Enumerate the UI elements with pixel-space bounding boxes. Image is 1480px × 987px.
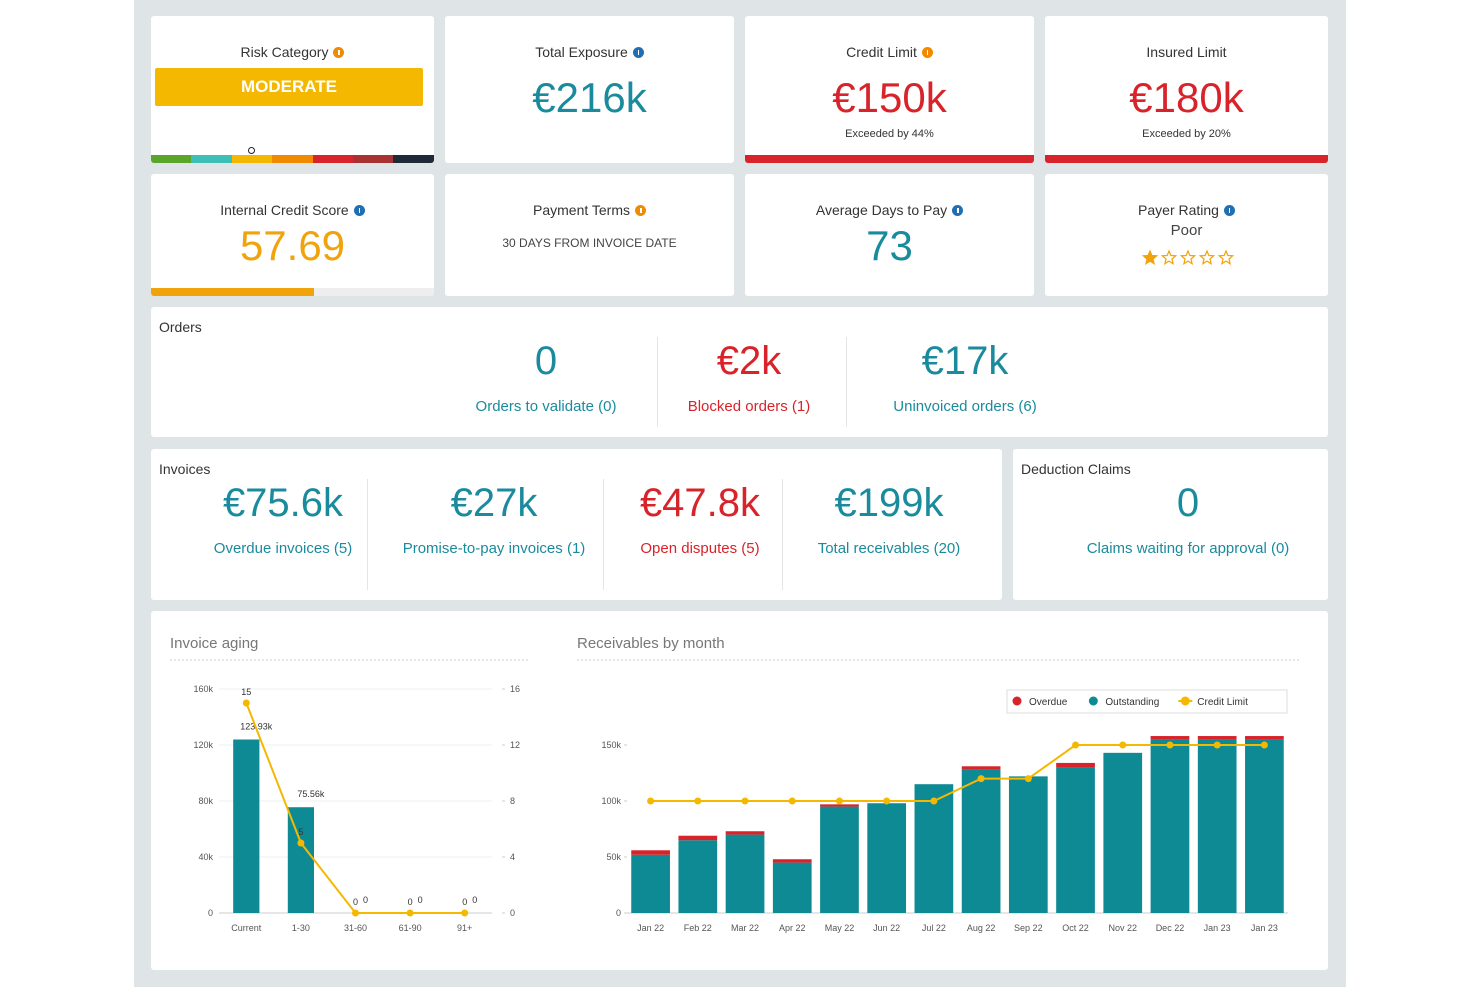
- info-icon[interactable]: [353, 205, 365, 216]
- card: Risk Category MODERATE: [151, 16, 434, 163]
- risk-badge: MODERATE: [155, 68, 423, 106]
- card-value: €180k: [1129, 74, 1244, 121]
- score-bar: [151, 288, 315, 296]
- title-text: Internal Credit Score: [220, 202, 349, 218]
- card-title: Internal Credit Score: [151, 202, 434, 218]
- terms-text: 30 DAYS FROM INVOICE DATE: [502, 236, 677, 250]
- card: Payment Terms 30 DAYS FROM INVOICE DATE: [445, 174, 734, 296]
- days-value: 73: [866, 222, 913, 269]
- kpi-value: €47.8k: [639, 481, 761, 525]
- kpi: €199k Total receivables (20): [779, 481, 999, 557]
- card-value: €150k: [832, 74, 947, 121]
- card-value: €216k: [532, 74, 647, 121]
- card-title: Risk Category: [151, 44, 434, 60]
- risk-scale-segment: [353, 155, 394, 163]
- info-icon[interactable]: [1223, 205, 1235, 216]
- kpi: €75.6k Overdue invoices (5): [173, 481, 393, 557]
- card-title: Credit Limit: [745, 44, 1034, 60]
- info-icon[interactable]: [632, 47, 644, 58]
- risk-scale-segment: [312, 155, 353, 163]
- kpi: 0 Claims waiting for approval (0): [1078, 481, 1298, 557]
- title-text: Average Days to Pay: [815, 202, 948, 218]
- card: Payer Rating Poor: [1045, 174, 1328, 296]
- kpi-label: Overdue invoices (5): [213, 540, 353, 557]
- card-title: Average Days to Pay: [745, 202, 1034, 218]
- title-text: Insured Limit: [1146, 44, 1227, 60]
- risk-scale-segment: [393, 155, 434, 163]
- card-note: Exceeded by 44%: [845, 128, 934, 140]
- card-title: Payment Terms: [445, 202, 734, 218]
- kpi-label: Uninvoiced orders (6): [893, 398, 1037, 415]
- kpi: €47.8k Open disputes (5): [590, 481, 810, 557]
- card: Orders 0 Orders to validate (0) €2k Blocked …: [151, 307, 1328, 437]
- kpi-value: 0: [1176, 481, 1200, 525]
- risk-pointer: [248, 147, 255, 154]
- card-accent: [745, 155, 1034, 163]
- divider: [367, 479, 368, 590]
- info-icon[interactable]: [952, 205, 964, 216]
- info-icon[interactable]: [635, 205, 646, 216]
- kpi: €27k Promise-to-pay invoices (1): [384, 481, 604, 557]
- divider: [846, 337, 847, 427]
- divider: [657, 337, 658, 427]
- kpi-value: €75.6k: [222, 481, 344, 525]
- score-value: 57.69: [239, 222, 346, 269]
- title-text: Payer Rating: [1138, 202, 1219, 218]
- kpi-label: Open disputes (5): [640, 540, 760, 557]
- risk-scale-segment: [151, 155, 192, 163]
- kpi-value: €17k: [921, 339, 1009, 383]
- card: Invoices €75.6k Overdue invoices (5) €27k Pr…: [151, 449, 1002, 600]
- kpi-label: Promise-to-pay invoices (1): [402, 540, 586, 557]
- card: [151, 611, 1328, 970]
- card: Deduction Claims 0 Claims waiting for appr…: [1013, 449, 1328, 600]
- kpi-label: Total receivables (20): [817, 540, 961, 557]
- kpi: €17k Uninvoiced orders (6): [855, 339, 1075, 415]
- kpi-label: Blocked orders (1): [687, 398, 811, 415]
- card-title: Insured Limit: [1045, 44, 1328, 60]
- divider: [603, 479, 604, 590]
- risk-scale-segment: [231, 155, 273, 163]
- title-text: Credit Limit: [846, 44, 917, 60]
- risk-scale-segment: [272, 155, 313, 163]
- payer-label: Poor: [1170, 222, 1203, 239]
- section-title: Invoices: [159, 461, 211, 477]
- kpi-label: Claims waiting for approval (0): [1086, 540, 1290, 557]
- risk-scale-segment: [191, 155, 232, 163]
- card: Average Days to Pay 73: [745, 174, 1034, 296]
- section-title: Orders: [159, 319, 202, 335]
- card: Internal Credit Score 57.69: [151, 174, 434, 296]
- kpi-value: €2k: [716, 339, 782, 383]
- title-text: Total Exposure: [535, 44, 628, 60]
- card: Credit Limit €150k Exceeded by 44%: [745, 16, 1034, 163]
- info-icon[interactable]: [921, 47, 933, 58]
- card: Total Exposure €216k: [445, 16, 734, 163]
- card-note: Exceeded by 20%: [1142, 128, 1231, 140]
- info-icon[interactable]: [333, 47, 345, 58]
- section-title: Deduction Claims: [1021, 461, 1131, 477]
- kpi-value: €27k: [450, 481, 538, 525]
- kpi-value: €199k: [834, 481, 944, 525]
- divider: [782, 479, 783, 590]
- kpi: €2k Blocked orders (1): [639, 339, 859, 415]
- card-title: Total Exposure: [445, 44, 734, 60]
- card-title: Payer Rating: [1045, 202, 1328, 218]
- kpi-label: Orders to validate (0): [475, 398, 617, 415]
- kpi: 0 Orders to validate (0): [436, 339, 656, 415]
- card-accent: [1045, 155, 1328, 163]
- kpi-value: 0: [534, 339, 558, 383]
- card: Insured Limit €180k Exceeded by 20%: [1045, 16, 1328, 163]
- title-text: Risk Category: [240, 44, 329, 60]
- title-text: Payment Terms: [533, 202, 630, 218]
